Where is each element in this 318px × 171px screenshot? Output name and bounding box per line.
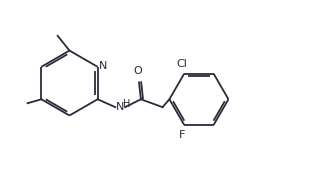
Text: O: O [134,66,142,76]
Text: N: N [116,102,125,112]
Text: Cl: Cl [177,59,188,69]
Text: F: F [179,130,185,140]
Text: N: N [99,61,107,71]
Text: H: H [123,99,131,109]
